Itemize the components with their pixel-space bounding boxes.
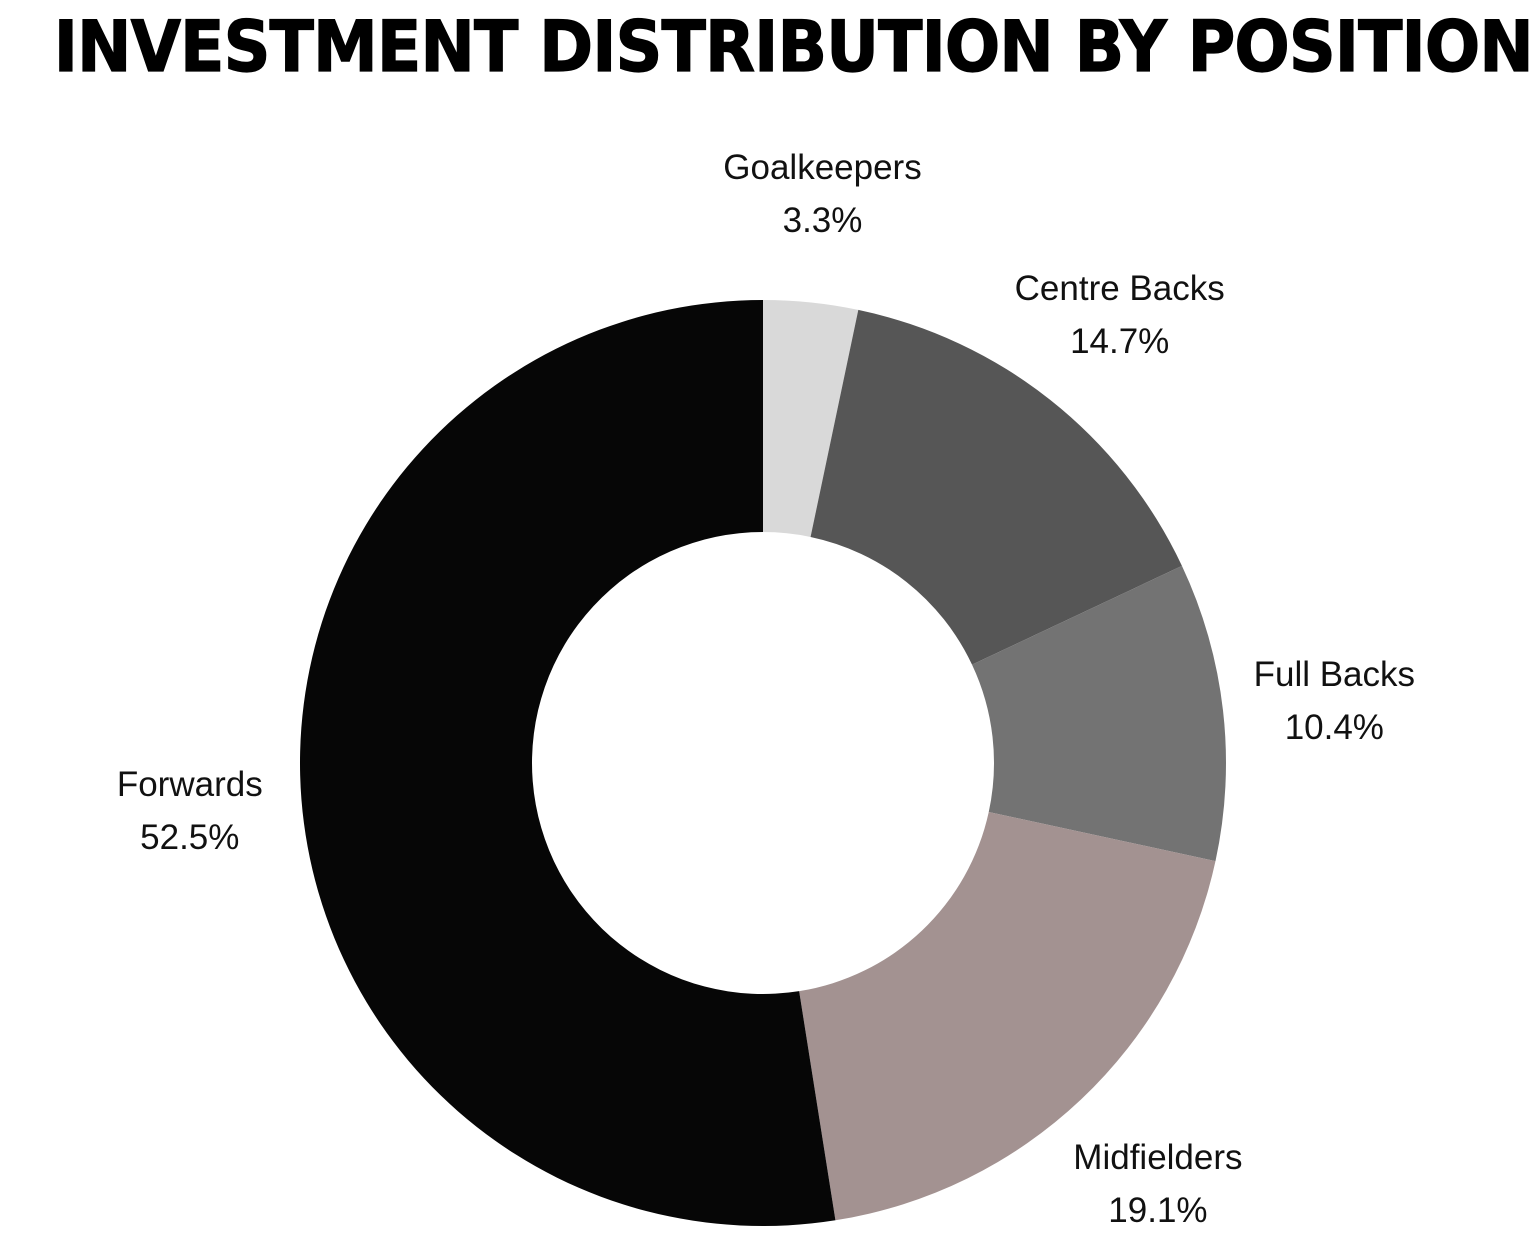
slice-label-goalkeepers: Goalkeepers <box>723 148 921 187</box>
slice-label-midfielders: Midfielders <box>1073 1138 1242 1177</box>
slice-value-full-backs: 10.4% <box>1285 708 1384 747</box>
slice-label-centre-backs: Centre Backs <box>1015 269 1225 308</box>
slices-layer <box>299 300 1226 1227</box>
slice-label-full-backs: Full Backs <box>1254 655 1415 694</box>
slice-label-forwards: Forwards <box>117 765 263 804</box>
slice-centre-backs <box>810 309 1182 665</box>
slice-value-goalkeepers: 3.3% <box>783 201 863 240</box>
slice-goalkeepers <box>763 300 859 537</box>
slice-value-centre-backs: 14.7% <box>1070 322 1169 361</box>
labels-layer: Goalkeepers 3.3% Centre Backs 14.7% Full Bac… <box>117 148 1415 1230</box>
slice-forwards <box>299 300 836 1227</box>
chart-title: INVESTMENT DISTRIBUTION BY POSITION <box>53 5 1534 88</box>
slice-midfielders <box>799 811 1216 1221</box>
slice-value-midfielders: 19.1% <box>1108 1191 1207 1230</box>
slice-value-forwards: 52.5% <box>140 818 239 857</box>
slice-full-backs <box>972 565 1226 862</box>
